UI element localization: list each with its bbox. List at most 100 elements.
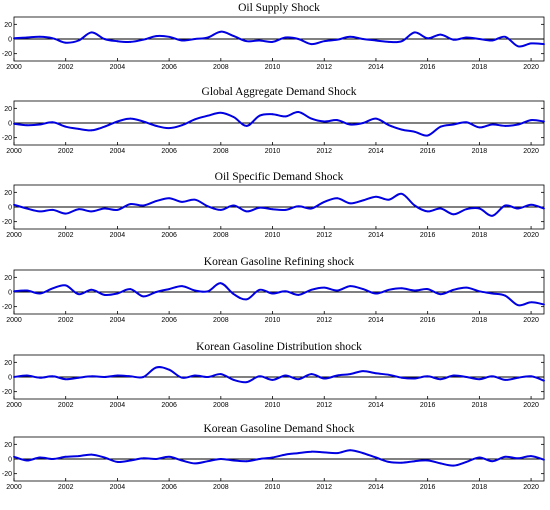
data-point — [439, 33, 442, 36]
data-point — [413, 377, 416, 380]
data-point — [439, 462, 442, 465]
data-point — [90, 453, 93, 456]
x-tick-label: 2002 — [58, 402, 74, 409]
data-point — [297, 378, 300, 381]
data-point — [155, 291, 158, 293]
panel-1: Oil Supply Shock 20 0 -20 2000 2002 2004 2006 20… — [2, 2, 545, 71]
x-tick-label: 2004 — [110, 317, 126, 324]
data-point — [323, 200, 326, 203]
data-point — [26, 124, 28, 127]
data-point — [51, 121, 54, 124]
data-point — [517, 123, 520, 126]
data-point — [375, 39, 377, 42]
data-point — [219, 282, 222, 285]
x-tick-label: 2014 — [368, 317, 384, 324]
data-point — [155, 35, 158, 37]
data-point — [232, 116, 235, 119]
data-point — [258, 206, 261, 209]
x-tick-label: 2010 — [265, 317, 281, 324]
data-point — [51, 375, 54, 378]
data-point — [349, 123, 351, 126]
data-point — [129, 117, 132, 120]
data-point — [258, 114, 261, 117]
data-point — [530, 119, 532, 121]
y-tick-label: 0 — [8, 457, 12, 464]
data-point — [207, 205, 209, 208]
data-point — [77, 293, 80, 296]
y-tick-label: -20 — [2, 389, 12, 396]
y-tick-label: -20 — [2, 219, 12, 226]
data-point — [426, 375, 429, 378]
x-tick-label: 2012 — [316, 484, 332, 491]
data-point — [271, 113, 274, 116]
data-point — [219, 111, 222, 114]
series-line — [13, 282, 545, 307]
y-tick-label: -20 — [2, 304, 12, 311]
data-point — [323, 40, 326, 43]
data-point — [439, 207, 442, 210]
data-point — [38, 210, 41, 213]
y-tick-label: 20 — [4, 106, 12, 113]
data-point — [310, 450, 313, 453]
data-point — [168, 127, 171, 130]
data-point — [297, 38, 300, 40]
data-point — [375, 372, 377, 375]
data-point — [181, 459, 183, 462]
data-point — [271, 379, 274, 381]
data-point — [517, 45, 520, 48]
x-tick-label: 2004 — [110, 484, 126, 491]
data-point — [13, 376, 15, 378]
data-point — [77, 127, 80, 130]
x-tick-label: 2006 — [161, 148, 177, 155]
x-tick-label: 2006 — [161, 484, 177, 491]
data-point — [26, 207, 28, 210]
data-point — [375, 117, 377, 120]
data-point — [310, 288, 313, 291]
data-point — [310, 207, 313, 210]
x-tick-label: 2016 — [420, 484, 436, 491]
data-point — [155, 366, 158, 369]
panel-4: Korean Gasoline Refining shock 20 0 -20 2000… — [2, 256, 545, 324]
x-tick-label: 2006 — [161, 317, 177, 324]
x-tick-label: 2008 — [213, 317, 229, 324]
x-tick-label: 2010 — [265, 64, 281, 71]
data-point — [219, 30, 222, 33]
data-point — [245, 125, 248, 127]
data-point — [155, 458, 158, 460]
series-line — [13, 192, 545, 217]
data-point — [284, 290, 287, 293]
data-point — [349, 35, 351, 38]
data-point — [13, 122, 15, 125]
x-tick-label: 2010 — [265, 232, 281, 239]
x-tick-label: 2008 — [213, 64, 229, 71]
data-point — [284, 374, 287, 377]
data-point — [491, 214, 494, 217]
data-point — [375, 456, 377, 459]
data-point — [323, 286, 326, 289]
y-tick-label: 0 — [8, 121, 12, 128]
data-point — [387, 288, 390, 291]
x-tick-label: 2020 — [523, 64, 539, 71]
data-point — [413, 31, 416, 34]
x-tick-label: 2010 — [265, 148, 281, 155]
data-point — [426, 459, 429, 462]
x-tick-label: 2016 — [420, 148, 436, 155]
x-tick-label: 2002 — [58, 232, 74, 239]
x-tick-label: 2008 — [213, 148, 229, 155]
data-point — [439, 125, 442, 128]
data-point — [271, 456, 274, 459]
data-point — [491, 375, 494, 378]
data-point — [116, 40, 119, 43]
data-point — [491, 123, 494, 126]
data-point — [116, 209, 119, 211]
data-point — [504, 379, 507, 381]
y-tick-label: 20 — [4, 360, 12, 367]
x-tick-label: 2014 — [368, 64, 384, 71]
data-point — [116, 374, 119, 377]
x-tick-label: 2000 — [6, 148, 22, 155]
data-point — [465, 208, 468, 211]
data-point — [530, 375, 532, 378]
x-tick-label: 2000 — [6, 317, 22, 324]
data-point — [194, 289, 196, 292]
data-point — [517, 207, 520, 210]
